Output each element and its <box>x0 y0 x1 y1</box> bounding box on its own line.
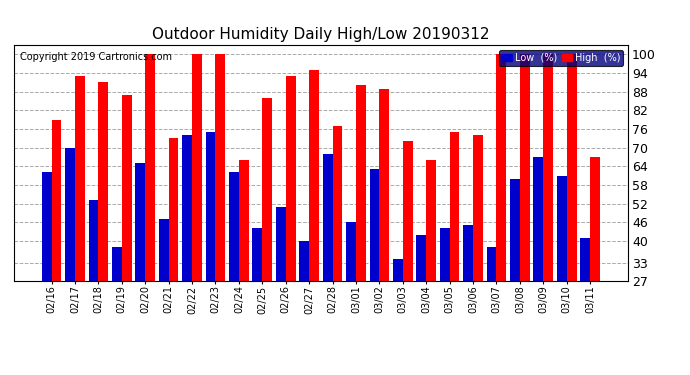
Bar <box>286 76 295 365</box>
Bar <box>145 54 155 365</box>
Bar <box>370 170 380 365</box>
Bar <box>463 225 473 365</box>
Bar <box>393 260 403 365</box>
Bar <box>299 241 309 365</box>
Bar <box>253 228 262 365</box>
Bar <box>41 172 52 365</box>
Bar <box>473 135 483 365</box>
Bar <box>543 54 553 365</box>
Bar <box>580 238 590 365</box>
Bar <box>333 126 342 365</box>
Bar <box>533 157 543 365</box>
Bar <box>323 154 333 365</box>
Bar <box>380 88 389 365</box>
Bar <box>206 132 215 365</box>
Bar <box>239 160 248 365</box>
Bar <box>520 54 530 365</box>
Bar <box>416 235 426 365</box>
Bar <box>450 132 460 365</box>
Bar <box>135 163 145 365</box>
Bar <box>440 228 450 365</box>
Bar <box>192 54 202 365</box>
Bar <box>486 247 497 365</box>
Bar <box>52 120 61 365</box>
Bar <box>65 148 75 365</box>
Bar <box>403 141 413 365</box>
Legend: Low  (%), High  (%): Low (%), High (%) <box>500 50 623 66</box>
Bar <box>262 98 272 365</box>
Bar <box>168 138 179 365</box>
Text: Copyright 2019 Cartronics.com: Copyright 2019 Cartronics.com <box>20 52 172 62</box>
Bar <box>557 176 566 365</box>
Bar <box>510 178 520 365</box>
Bar <box>346 222 356 365</box>
Bar <box>122 95 132 365</box>
Bar <box>215 54 226 365</box>
Bar <box>590 157 600 365</box>
Bar <box>497 54 506 365</box>
Bar <box>309 70 319 365</box>
Bar <box>566 54 577 365</box>
Bar <box>356 86 366 365</box>
Bar <box>75 76 85 365</box>
Bar <box>426 160 436 365</box>
Title: Outdoor Humidity Daily High/Low 20190312: Outdoor Humidity Daily High/Low 20190312 <box>152 27 490 42</box>
Bar <box>276 207 286 365</box>
Bar <box>112 247 122 365</box>
Bar <box>88 200 99 365</box>
Bar <box>159 219 168 365</box>
Bar <box>182 135 192 365</box>
Bar <box>99 82 108 365</box>
Bar <box>229 172 239 365</box>
